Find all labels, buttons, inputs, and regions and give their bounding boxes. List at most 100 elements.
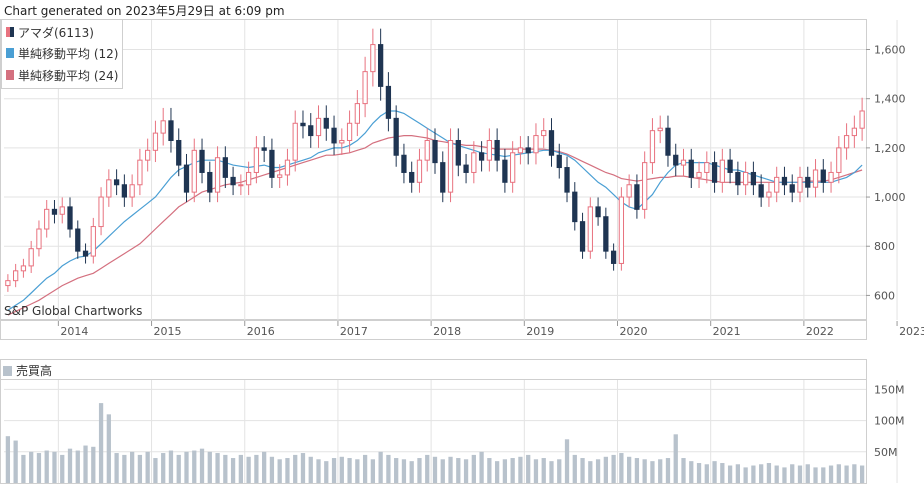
candle-body	[424, 139, 430, 161]
candle-body	[587, 206, 593, 252]
volume-bar	[153, 458, 158, 483]
candle-up	[129, 174, 135, 207]
candle-down	[665, 115, 671, 167]
candle-body	[82, 250, 89, 257]
volume-header-frame	[0, 359, 867, 380]
candle-down	[269, 138, 275, 188]
volume-bar	[502, 459, 508, 483]
candle-body	[789, 184, 795, 193]
candle-body	[603, 216, 609, 252]
candle-body	[525, 147, 531, 154]
volume-bar	[828, 465, 834, 483]
volume-bar	[619, 453, 624, 483]
candle-body	[836, 147, 842, 173]
volume-bars-layer	[5, 403, 865, 483]
candle-down	[176, 128, 182, 177]
candle-body	[59, 206, 65, 215]
candle-body	[766, 191, 772, 198]
candle-up	[13, 263, 19, 288]
volume-bar	[316, 459, 321, 483]
volume-bar	[526, 454, 531, 483]
candle-down	[735, 161, 741, 196]
volume-bar	[331, 458, 337, 483]
candle-down	[199, 138, 205, 184]
volume-bar	[440, 459, 445, 483]
candle-up	[774, 166, 780, 203]
candle-up	[471, 141, 477, 184]
volume-bar	[797, 465, 803, 483]
legend-item-ma24: 単純移動平均 (24)	[6, 67, 118, 83]
candle-down	[168, 107, 174, 153]
volume-bar	[417, 458, 422, 483]
candle-up	[626, 174, 632, 207]
candle-body	[137, 159, 143, 186]
candle-body	[463, 164, 469, 173]
candle-up	[346, 110, 353, 153]
candle-body	[346, 122, 353, 141]
candle-down	[595, 197, 601, 226]
generated-timestamp: Chart generated on 2023年5月29日 at 6:09 pm	[4, 4, 285, 18]
candle-up	[44, 200, 50, 238]
candle-body	[323, 117, 329, 129]
candle-down	[440, 151, 446, 203]
volume-bar	[386, 454, 391, 483]
candle-down	[331, 115, 337, 155]
candle-down	[688, 148, 694, 188]
candle-body	[269, 149, 275, 178]
candle-body	[160, 120, 166, 134]
candle-body	[610, 250, 617, 264]
volume-bar	[129, 451, 135, 483]
candle-down	[494, 128, 500, 172]
legend-label: 単純移動平均 (24)	[18, 68, 119, 83]
candle-up	[843, 123, 850, 160]
candle-down	[525, 136, 531, 165]
candle-up	[245, 161, 252, 196]
x-tick-label: 2018	[433, 325, 461, 338]
candle-down	[572, 182, 578, 231]
candle-up	[657, 115, 663, 144]
x-tick-label: 2022	[806, 325, 834, 338]
volume-bar	[83, 445, 88, 483]
candle-up	[517, 136, 524, 165]
volume-bar	[603, 456, 608, 483]
candle-down	[478, 141, 485, 172]
candle-body	[44, 208, 50, 230]
candle-down	[432, 128, 438, 174]
candle-up	[238, 174, 244, 196]
volume-y-axis: 50M 100M 150M	[874, 383, 905, 458]
volume-bar	[425, 454, 430, 483]
candle-swatch-icon	[6, 27, 14, 37]
volume-bar	[479, 451, 484, 483]
candle-body	[354, 103, 360, 124]
candle-down	[820, 159, 826, 193]
candle-body	[393, 117, 399, 156]
legend-item-price: アマダ(6113)	[6, 24, 94, 40]
candle-up	[618, 187, 625, 271]
candle-up	[36, 220, 42, 257]
candle-body	[199, 149, 205, 173]
candle-body	[510, 152, 516, 183]
candle-body	[797, 176, 803, 193]
volume-bar	[409, 461, 414, 483]
candle-body	[277, 174, 283, 178]
candle-body	[370, 44, 376, 73]
candle-down	[805, 166, 811, 198]
price-y-axis: 600 800 1,000 1,200 1,400 1,600	[866, 44, 906, 302]
candle-up	[510, 141, 516, 193]
candle-body	[238, 184, 244, 187]
candle-body	[727, 159, 733, 173]
candle-up	[28, 240, 34, 273]
candle-down	[789, 174, 795, 203]
volume-bar	[370, 459, 376, 483]
volume-bar	[665, 458, 671, 483]
volume-bar	[572, 454, 577, 483]
candle-body	[719, 159, 725, 183]
volume-bar	[36, 453, 42, 483]
volume-bar	[681, 458, 686, 483]
ma24-swatch-icon	[6, 70, 14, 80]
candle-body	[5, 280, 11, 287]
volume-bar	[859, 465, 865, 483]
candle-up	[486, 128, 492, 172]
volume-bar	[91, 446, 96, 483]
candle-body	[696, 171, 702, 178]
